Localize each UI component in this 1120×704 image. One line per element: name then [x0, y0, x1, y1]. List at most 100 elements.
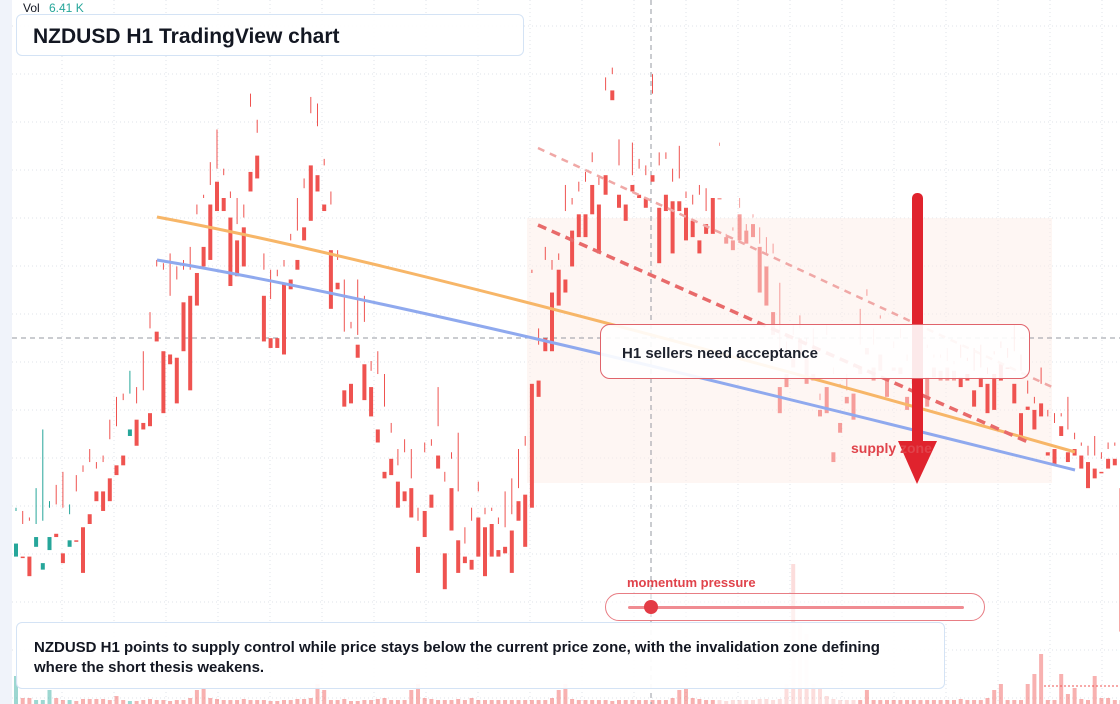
candle-body [704, 224, 709, 234]
candle [503, 491, 508, 554]
candle [282, 259, 286, 355]
candle [684, 191, 688, 241]
volume-bar [302, 699, 307, 704]
volume-bar [643, 700, 648, 704]
candle-body [402, 491, 407, 502]
candle-body [67, 540, 72, 547]
volume-bar [1032, 674, 1037, 704]
volume-bar [650, 700, 655, 704]
candle-body [637, 194, 642, 198]
candle-body [215, 181, 219, 212]
candle [60, 471, 65, 564]
summary-card: NZDUSD H1 points to supply control while… [16, 622, 945, 689]
volume-bar [824, 696, 829, 704]
candle [308, 96, 313, 221]
candle [81, 465, 85, 573]
candle [241, 204, 246, 267]
candle-body [1059, 426, 1064, 436]
candle [670, 168, 675, 254]
volume-bar [958, 699, 963, 704]
candle-body [261, 295, 266, 342]
volume-bar [101, 699, 106, 704]
candle [154, 259, 159, 342]
candle [1059, 413, 1064, 436]
volume-bar [328, 700, 333, 704]
candle [697, 184, 702, 254]
candle-body [992, 374, 997, 410]
candle-body [282, 282, 286, 355]
volume-bar [375, 699, 380, 704]
candle [114, 396, 119, 476]
candle [54, 484, 59, 538]
candle-body [496, 550, 501, 557]
candle [744, 224, 749, 244]
volume-bar [516, 700, 521, 704]
candle [127, 370, 132, 436]
candle-body [369, 387, 374, 417]
candle [556, 253, 561, 306]
volume-bar [429, 699, 434, 704]
candle [650, 74, 655, 182]
candle-body [724, 237, 729, 244]
volume-bar [121, 700, 126, 704]
summary-text: NZDUSD H1 points to supply control while… [34, 639, 880, 676]
candle [402, 439, 407, 502]
volume-bar [583, 700, 588, 704]
volume-bar [730, 700, 735, 704]
volume-label: Vol [23, 1, 40, 15]
candle-body [161, 351, 166, 414]
candle-body [818, 409, 822, 417]
volume-bar [818, 688, 822, 704]
volume-bar [87, 699, 92, 704]
candle [583, 171, 588, 238]
volume-bar [1052, 700, 1057, 704]
candle-body [395, 481, 400, 508]
momentum-slider[interactable] [605, 593, 985, 621]
candle-body [382, 471, 387, 479]
candle [449, 452, 454, 531]
volume-bar [972, 700, 977, 704]
candle-body [181, 302, 186, 352]
candle-body [14, 543, 18, 557]
volume-bar [462, 700, 467, 704]
volume-bar [858, 700, 863, 704]
candle-body [54, 533, 59, 538]
volume-bar [523, 700, 528, 704]
volume-bar [248, 700, 253, 704]
volume-bar [322, 690, 327, 704]
volume-bar [978, 700, 983, 704]
volume-bar [228, 700, 233, 704]
candle [570, 198, 575, 267]
momentum-slider-track[interactable] [628, 606, 964, 609]
candle-body [389, 458, 394, 476]
candle-body [777, 387, 782, 414]
volume-bar [1059, 674, 1064, 704]
candle-body [730, 240, 735, 251]
volume-bar [469, 698, 474, 704]
candle-body [349, 383, 353, 404]
candle-body [590, 184, 595, 215]
candle [737, 198, 742, 241]
candle [536, 328, 541, 397]
candle-body [208, 204, 213, 260]
callout-card: H1 sellers need acceptance [600, 324, 1030, 379]
volume-bar [905, 700, 910, 704]
candle [476, 481, 481, 557]
candle-body [141, 422, 146, 430]
momentum-slider-thumb[interactable] [644, 600, 658, 614]
candle [27, 517, 32, 577]
candle-body [342, 390, 347, 407]
volume-bar [844, 700, 849, 704]
volume-bar [684, 688, 688, 704]
volume-bar [1072, 688, 1077, 704]
volume-bar [335, 700, 340, 704]
candle [1045, 409, 1050, 456]
volume-bar [168, 701, 173, 704]
candle-body [610, 90, 615, 101]
volume-bar [543, 700, 548, 704]
volume-bar [449, 700, 454, 704]
volume-bar [704, 700, 709, 704]
candle [409, 449, 414, 518]
candle [40, 429, 45, 570]
volume-bar [188, 698, 193, 704]
